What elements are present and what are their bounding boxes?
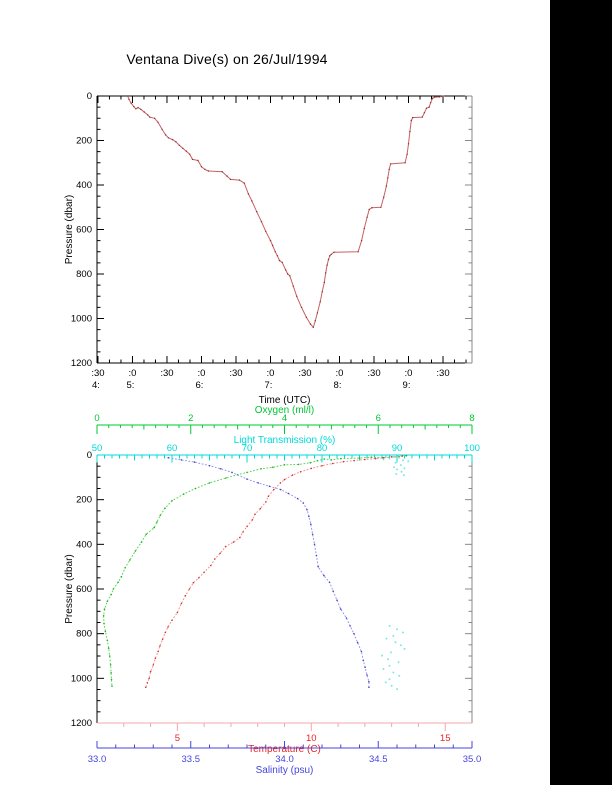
time-minute-tick-label: :0 <box>267 368 275 379</box>
time-minute-tick-label: :30 <box>91 368 104 379</box>
time-minute-tick-label: :30 <box>436 368 449 379</box>
pressure-tick-label: 1000 <box>71 673 92 684</box>
oxygen-tick-label: 8 <box>469 413 474 424</box>
time-minute-tick-label: :30 <box>367 368 380 379</box>
salinity-tick-label: 34.5 <box>369 754 388 765</box>
time-hour-tick-label: 4: <box>92 380 100 391</box>
dive-pressure-profile-series <box>126 95 446 329</box>
time-hour-tick-label: 7: <box>265 380 273 391</box>
time-minute-tick-label: :30 <box>229 368 242 379</box>
top-plot-y-axis-title: Pressure (dbar) <box>64 195 75 264</box>
pressure-tick-label: 1200 <box>71 718 92 729</box>
light-axis: 50 60 70 80 90 100 Light Transmission (%) <box>92 435 480 463</box>
pressure-tick-label: 200 <box>76 495 92 506</box>
oxygen-tick-label: 0 <box>94 413 99 424</box>
oxygen-tick-label: 2 <box>188 413 193 424</box>
pressure-tick-label: 200 <box>76 136 92 147</box>
salinity-axis: 33.0 33.5 34.0 34.5 35.0 Salinity (psu) <box>88 741 482 776</box>
oxygen-tick-label: 4 <box>282 413 287 424</box>
light-tick-label: 90 <box>392 443 403 454</box>
light-tick-label: 50 <box>92 443 103 454</box>
time-minute-tick-label: :0 <box>129 368 137 379</box>
light-axis-title: Light Transmission (%) <box>234 435 336 446</box>
oxygen-tick-label: 6 <box>376 413 381 424</box>
pressure-tick-label: 800 <box>76 629 92 640</box>
time-minute-tick-label: :30 <box>298 368 311 379</box>
temperature-axis: 5 10 15 Temperature (C) <box>97 722 472 755</box>
temperature-tick-label: 5 <box>175 733 180 744</box>
time-hour-tick-label: 6: <box>196 380 204 391</box>
time-hour-tick-label: 9: <box>403 380 411 391</box>
light-transmission-scatter-series <box>381 455 410 691</box>
bottom-plot-profiles: 0 200 400 600 800 1000 1200 Pressure (dbar) 0 2 4 6… <box>64 405 481 776</box>
pressure-tick-label: 800 <box>76 269 92 280</box>
time-minute-tick-label: :0 <box>336 368 344 379</box>
temperature-tick-label: 10 <box>306 733 317 744</box>
temperature-tick-label: 15 <box>440 733 451 744</box>
top-plot-x-axis-title: Time (UTC) <box>259 395 311 406</box>
pressure-tick-label: 0 <box>87 91 92 102</box>
pressure-tick-label: 0 <box>87 450 92 461</box>
top-plot-time-axis: :304::05::30:06::30:07::30:08::30:09::30 <box>91 96 467 391</box>
salinity-tick-label: 33.0 <box>88 754 107 765</box>
pressure-tick-label: 600 <box>76 225 92 236</box>
time-hour-tick-label: 8: <box>334 380 342 391</box>
light-tick-label: 60 <box>167 443 178 454</box>
oxygen-axis-title: Oxygen (ml/l) <box>255 405 314 416</box>
right-black-bar <box>550 0 612 785</box>
oxygen-profile-series <box>102 454 408 687</box>
salinity-tick-label: 33.5 <box>182 754 201 765</box>
oxygen-axis: 0 2 4 6 8 Oxygen (ml/l) <box>94 405 475 434</box>
light-tick-label: 100 <box>464 443 480 454</box>
pressure-tick-label: 600 <box>76 584 92 595</box>
bottom-plot-y-axis-title: Pressure (dbar) <box>64 554 75 623</box>
salinity-axis-title: Salinity (psu) <box>256 765 314 776</box>
light-tick-label: 80 <box>317 443 328 454</box>
top-plot-pressure-axis: 0 200 400 600 800 1000 1200 <box>71 91 472 369</box>
time-minute-tick-label: :30 <box>160 368 173 379</box>
pressure-tick-label: 400 <box>76 539 92 550</box>
salinity-profile-series <box>167 456 370 689</box>
time-minute-tick-label: :0 <box>405 368 413 379</box>
light-tick-label: 70 <box>242 443 253 454</box>
salinity-tick-label: 35.0 <box>463 754 482 765</box>
page-title: Ventana Dive(s) on 26/Jul/1994 <box>126 51 328 67</box>
pressure-tick-label: 400 <box>76 180 92 191</box>
temperature-profile-series <box>145 455 404 689</box>
time-minute-tick-label: :0 <box>198 368 206 379</box>
bottom-plot-pressure-axis: 0 200 400 600 800 1000 1200 <box>71 450 472 729</box>
time-hour-tick-label: 5: <box>127 380 135 391</box>
pressure-tick-label: 1000 <box>71 314 92 325</box>
temperature-axis-title: Temperature (C) <box>248 744 321 755</box>
salinity-tick-label: 34.0 <box>275 754 294 765</box>
pressure-tick-label: 1200 <box>71 358 92 369</box>
